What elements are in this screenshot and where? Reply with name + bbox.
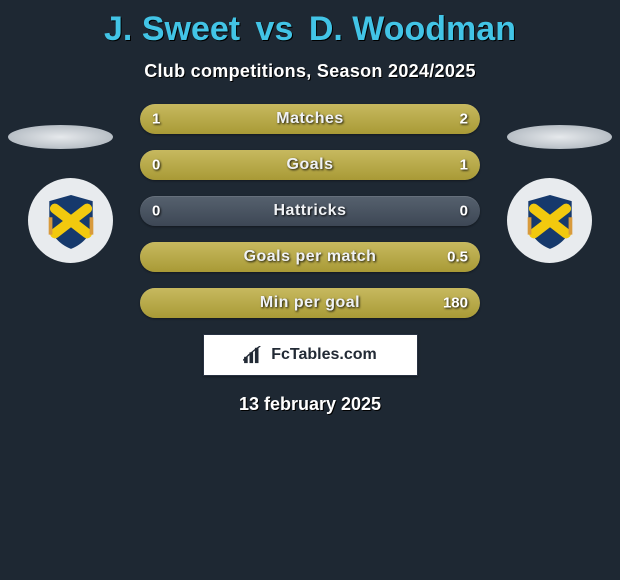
stats-bars: 12Matches 01Goals 00Hattricks 0.5Goals per …: [140, 104, 480, 318]
stat-label: Min per goal: [140, 294, 480, 312]
snapshot-date: 13 february 2025: [0, 394, 620, 415]
stat-bar: 00Hattricks: [140, 196, 480, 226]
shield-icon: [40, 190, 102, 252]
stat-label: Matches: [140, 110, 480, 128]
comparison-title: J. Sweet vs D. Woodman: [0, 0, 620, 49]
player1-name: J. Sweet: [104, 10, 240, 48]
stat-bar: 0.5Goals per match: [140, 242, 480, 272]
attribution-text: FcTables.com: [271, 346, 377, 364]
stat-bar: 01Goals: [140, 150, 480, 180]
attribution-badge: FcTables.com: [203, 334, 418, 376]
stat-label: Hattricks: [140, 202, 480, 220]
stat-label: Goals: [140, 156, 480, 174]
club-placeholder-right: [507, 125, 612, 149]
subtitle: Club competitions, Season 2024/2025: [0, 61, 620, 82]
stat-bar: 180Min per goal: [140, 288, 480, 318]
club-crest-left: [28, 178, 113, 263]
bar-chart-icon: [243, 346, 265, 364]
stat-bar: 12Matches: [140, 104, 480, 134]
club-placeholder-left: [8, 125, 113, 149]
vs-label: vs: [256, 10, 294, 48]
club-crest-right: [507, 178, 592, 263]
shield-icon: [519, 190, 581, 252]
stat-label: Goals per match: [140, 248, 480, 266]
player2-name: D. Woodman: [309, 10, 516, 48]
